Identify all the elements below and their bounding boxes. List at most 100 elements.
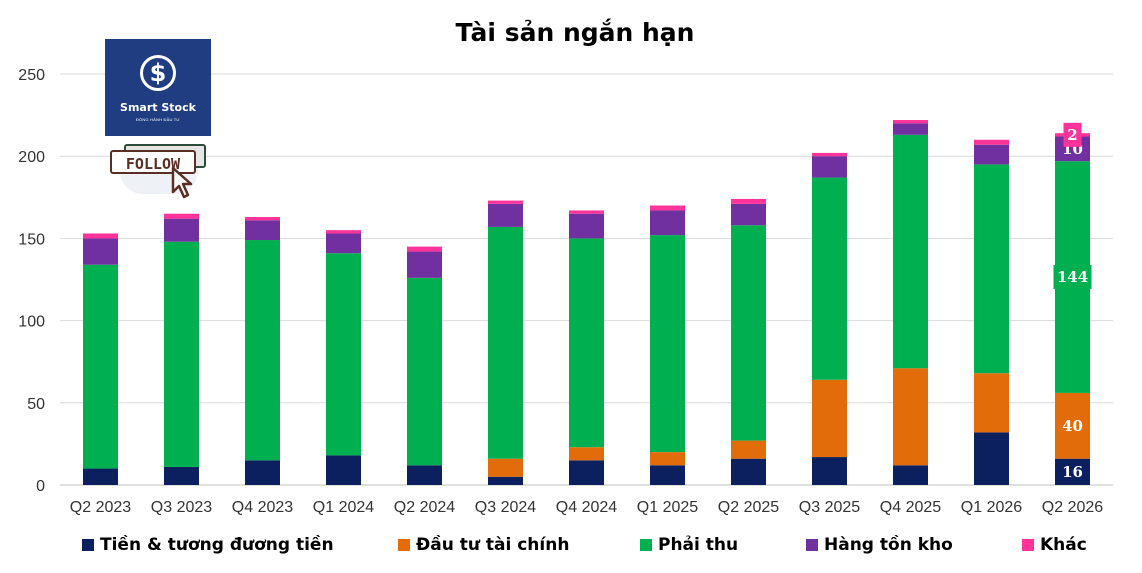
- bar-segment: [974, 164, 1009, 374]
- bar-segment: [164, 213, 199, 219]
- bar-segment: [731, 198, 766, 204]
- bar-segment: [812, 177, 847, 380]
- bar-segment: [164, 466, 199, 485]
- data-label: 40: [1062, 417, 1083, 435]
- x-axis-ticks: Q2 2023 Q3 2023 Q4 2023 Q1 2024 Q2 2024 Q3 20…: [70, 499, 1103, 516]
- bar-segment: [245, 240, 280, 461]
- bar-segment: [974, 139, 1009, 145]
- bar-segment: [488, 200, 523, 204]
- bar-segment: [893, 123, 928, 135]
- bar-segment: [893, 465, 928, 485]
- data-label-box: [1053, 265, 1092, 290]
- bar-segment: [326, 230, 361, 234]
- bar-segment: [731, 458, 766, 485]
- y-tick-label: 0: [36, 478, 45, 495]
- legend-label: Hàng tồn kho: [824, 535, 953, 555]
- bar-segment: [245, 220, 280, 241]
- data-label: 16: [1062, 463, 1083, 481]
- y-tick-label: 50: [27, 396, 45, 413]
- x-tick-label: Q3 2024: [475, 499, 536, 516]
- bar-segment: [569, 447, 604, 461]
- legend-swatch: [1022, 539, 1034, 551]
- bar-segment: [974, 432, 1009, 485]
- bar-segment: [488, 476, 523, 485]
- bar-segment: [650, 235, 685, 453]
- bar-segment: [488, 226, 523, 459]
- x-tick-label: Q1 2026: [961, 499, 1022, 516]
- bar-segment: [83, 238, 118, 265]
- bar-segment: [164, 218, 199, 242]
- bar-segment: [488, 203, 523, 227]
- bar-segment: [731, 440, 766, 459]
- data-label: 144: [1057, 268, 1088, 286]
- bar-segment: [1055, 458, 1090, 485]
- bar-segment: [812, 379, 847, 458]
- bar-segment: [974, 144, 1009, 165]
- legend-swatch: [398, 539, 410, 551]
- bar-segment: [569, 238, 604, 448]
- bar-segment: [83, 233, 118, 239]
- bar-segment: [650, 210, 685, 236]
- x-tick-label: Q2 2025: [718, 499, 779, 516]
- bars: [83, 120, 1090, 485]
- follow-button[interactable]: FOLLOW: [110, 150, 196, 174]
- bar-segment: [83, 468, 118, 485]
- bar-segment: [650, 452, 685, 466]
- x-tick-label: Q4 2024: [556, 499, 617, 516]
- x-tick-label: Q2 2026: [1042, 499, 1103, 516]
- y-tick-label: 100: [18, 314, 45, 331]
- bar-segment: [893, 120, 928, 124]
- x-tick-label: Q3 2023: [151, 499, 212, 516]
- follow-badge: FOLLOW: [110, 142, 210, 202]
- bar-segment: [407, 251, 442, 278]
- x-tick-label: Q4 2025: [880, 499, 941, 516]
- x-tick-label: Q3 2025: [799, 499, 860, 516]
- y-tick-label: 150: [18, 231, 45, 248]
- legend-label: Tiền & tương đương tiền: [100, 535, 334, 555]
- bar-segment: [812, 152, 847, 157]
- legend-label: Phải thu: [658, 535, 739, 555]
- bar-segment: [407, 277, 442, 466]
- bar-segment: [569, 210, 604, 214]
- bar-segment: [974, 373, 1009, 433]
- legend-swatch: [806, 539, 818, 551]
- bar-segment: [326, 233, 361, 254]
- legend-swatch: [82, 539, 94, 551]
- x-tick-label: Q4 2023: [232, 499, 293, 516]
- dollar-bulb-icon: $: [140, 55, 176, 91]
- legend-label: Khác: [1040, 535, 1087, 555]
- logo-name: Smart Stock: [120, 101, 196, 114]
- bar-segment: [569, 460, 604, 485]
- bar-segment: [731, 203, 766, 226]
- bar-segment: [893, 134, 928, 369]
- cursor-icon: [171, 166, 193, 199]
- legend-label: Đầu tư tài chính: [416, 535, 570, 555]
- bar-segment: [164, 241, 199, 467]
- bar-segment: [893, 368, 928, 466]
- bar-segment: [407, 465, 442, 485]
- bar-segment: [326, 455, 361, 485]
- bar-segment: [245, 217, 280, 221]
- bar-segment: [83, 264, 118, 469]
- bar-segment: [812, 457, 847, 485]
- bar-segment: [731, 225, 766, 441]
- x-tick-label: Q1 2024: [313, 499, 374, 516]
- x-tick-label: Q2 2023: [70, 499, 131, 516]
- data-label: 2: [1067, 126, 1077, 144]
- legend-swatch: [640, 539, 652, 551]
- x-tick-label: Q2 2024: [394, 499, 455, 516]
- y-tick-label: 200: [18, 149, 45, 166]
- bar-segment: [488, 458, 523, 477]
- smart-stock-logo: $ Smart Stock ĐỒNG HÀNH ĐẦU TƯ: [105, 39, 211, 136]
- bar-segment: [407, 246, 442, 252]
- bar-segment: [650, 205, 685, 211]
- logo-tagline: ĐỒNG HÀNH ĐẦU TƯ: [135, 117, 181, 122]
- bar-segment: [245, 460, 280, 485]
- legend: Tiền & tương đương tiền Đầu tư tài chính P…: [0, 534, 1142, 556]
- bar-segment: [650, 465, 685, 485]
- y-axis-ticks: 0 50 100 150 200 250: [18, 67, 45, 495]
- data-label-box: [1063, 122, 1082, 147]
- y-tick-label: 250: [18, 67, 45, 84]
